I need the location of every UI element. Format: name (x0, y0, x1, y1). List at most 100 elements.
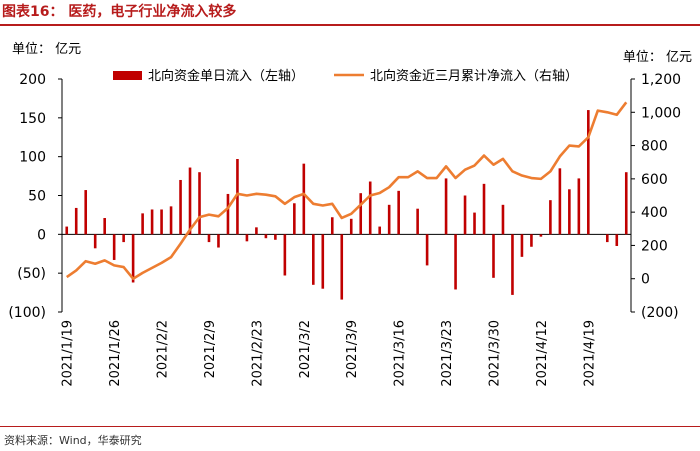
bar (84, 190, 88, 235)
bar (245, 234, 249, 242)
right-tick-label: 200 (641, 238, 668, 254)
bar (368, 181, 372, 235)
cumulative-inflow-line (65, 101, 628, 281)
bar (558, 168, 562, 235)
legend-swatch-bar (113, 71, 142, 80)
bar (482, 183, 486, 235)
bar (492, 234, 495, 278)
bar (444, 178, 448, 235)
x-tick-label: 2021/2/2 (156, 320, 171, 378)
left-axis: 200 150 100 50 0 (50) (100) (8, 72, 62, 321)
bar (359, 193, 363, 235)
bar (605, 234, 609, 243)
bar (587, 110, 590, 235)
bar (150, 209, 154, 235)
right-tick-label: 400 (641, 205, 668, 221)
bar (236, 159, 239, 235)
bar (577, 178, 581, 235)
bar (397, 190, 400, 235)
bar (615, 234, 619, 246)
bar (624, 172, 628, 235)
bar (198, 172, 201, 235)
left-tick-label: 0 (37, 227, 46, 243)
bar (255, 227, 258, 235)
bar (112, 234, 116, 260)
x-axis: 2021/1/19 2021/1/26 2021/2/2 2021/2/9 2021/2… (61, 320, 598, 387)
bar (103, 218, 106, 235)
right-tick-label: (200) (641, 305, 679, 321)
right-tick-label: 0 (641, 272, 650, 288)
bar (520, 234, 524, 257)
bar (501, 204, 505, 235)
bar (122, 234, 125, 243)
left-axis-unit: 单位： 亿元 (12, 42, 82, 57)
bar (454, 234, 457, 290)
bar (188, 167, 192, 235)
x-tick-label: 2021/1/26 (108, 320, 123, 387)
left-tick-label: (50) (17, 266, 46, 282)
left-tick-label: 50 (28, 189, 46, 205)
bar (302, 163, 306, 235)
x-tick-label: 2021/3/23 (440, 320, 455, 387)
title-bar: 图表16： 医药，电子行业净流入较多 (0, 0, 700, 26)
source-note: 资料来源：Wind，华泰研究 (4, 434, 142, 447)
right-tick-label: 600 (641, 172, 668, 188)
legend-label-bar: 北向资金单日流入（左轴） (148, 68, 304, 84)
bar (312, 234, 315, 285)
x-tick-label: 2021/3/9 (345, 320, 360, 378)
x-tick-label: 2021/4/19 (582, 320, 597, 387)
left-tick-label: 200 (19, 72, 46, 88)
x-tick-label: 2021/3/30 (487, 320, 502, 387)
chart-title: 图表16： 医药，电子行业净流入较多 (2, 4, 237, 20)
bar (226, 193, 230, 235)
right-tick-label: 800 (641, 139, 668, 155)
bar (160, 209, 163, 235)
footer-rule (0, 426, 700, 427)
right-axis: 1,200 1,000 800 600 400 200 0 (200) (631, 72, 681, 321)
x-tick-label: 2021/2/23 (250, 320, 265, 387)
bar (511, 234, 514, 295)
x-tick-label: 2021/4/12 (535, 320, 550, 387)
bar (293, 203, 296, 235)
left-tick-label: 150 (19, 111, 46, 127)
bar (179, 179, 182, 235)
bar (330, 217, 334, 235)
bar (93, 234, 97, 249)
bar (378, 226, 381, 235)
left-tick-label: 100 (19, 150, 46, 166)
bar (340, 234, 344, 300)
bar (530, 234, 533, 247)
x-tick-label: 2021/3/16 (393, 320, 408, 387)
bar (568, 189, 571, 235)
bar (283, 234, 287, 276)
x-tick-label: 2021/3/2 (298, 320, 313, 378)
bar (264, 234, 268, 239)
bar (131, 234, 135, 283)
legend-label-line: 北向资金近三月累计净流入（右轴） (370, 68, 578, 84)
bar (463, 195, 467, 235)
bar (74, 207, 78, 235)
bar (473, 212, 476, 235)
bar (549, 200, 552, 235)
bar (321, 234, 325, 289)
bar (387, 204, 391, 235)
bar (349, 218, 353, 235)
right-axis-unit: 单位： 亿元 (622, 50, 692, 65)
bar (207, 234, 211, 243)
bar (217, 234, 220, 248)
x-tick-label: 2021/2/9 (203, 320, 218, 378)
plot-frame (61, 79, 632, 312)
bar (425, 234, 429, 266)
bar (169, 206, 173, 235)
right-tick-label: 1,000 (641, 105, 681, 121)
right-tick-label: 1,200 (641, 72, 681, 88)
left-tick-label: (100) (8, 305, 46, 321)
bar (141, 213, 144, 235)
legend: 北向资金单日流入（左轴） 北向资金近三月累计净流入（右轴） (113, 68, 578, 84)
bar (539, 234, 543, 237)
bar-series (65, 110, 628, 300)
x-tick-label: 2021/1/19 (61, 320, 76, 387)
line-series (65, 101, 628, 281)
bar (65, 226, 69, 235)
